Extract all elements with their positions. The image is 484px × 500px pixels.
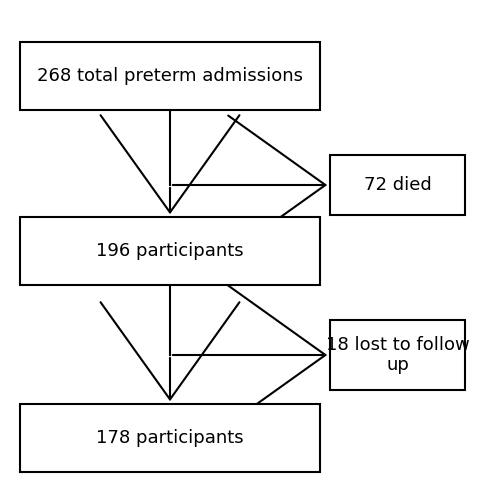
Text: 18 lost to follow
up: 18 lost to follow up [326,336,469,374]
Text: 196 participants: 196 participants [96,242,244,260]
FancyBboxPatch shape [20,42,320,110]
Text: 178 participants: 178 participants [96,429,244,447]
FancyBboxPatch shape [330,320,465,390]
Text: 72 died: 72 died [363,176,431,194]
FancyBboxPatch shape [20,404,320,472]
FancyBboxPatch shape [330,155,465,215]
Text: 268 total preterm admissions: 268 total preterm admissions [37,67,303,85]
FancyBboxPatch shape [20,217,320,285]
